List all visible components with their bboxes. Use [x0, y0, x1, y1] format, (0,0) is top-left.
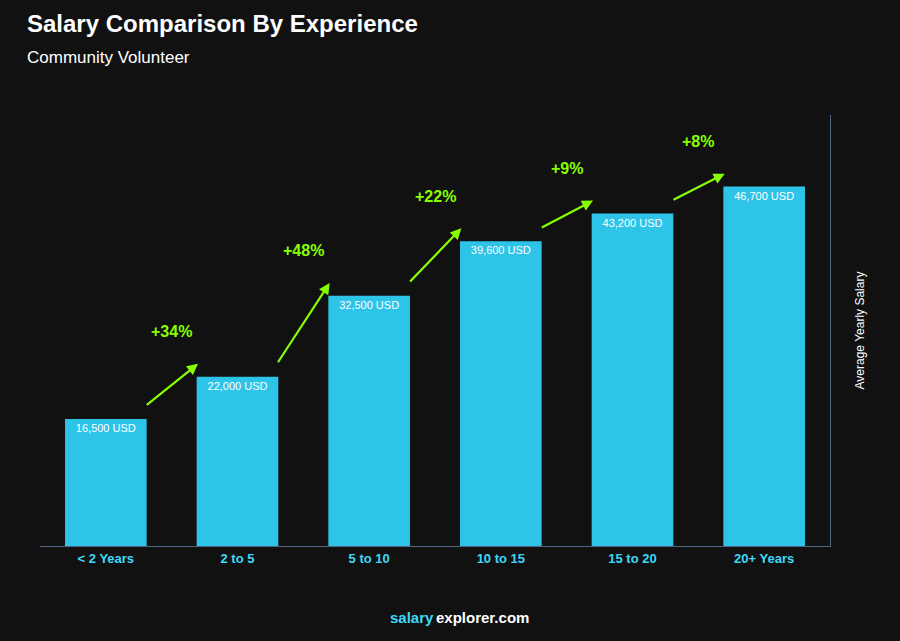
- svg-text:5 to 10: 5 to 10: [349, 551, 390, 566]
- svg-text:39,600 USD: 39,600 USD: [471, 244, 531, 256]
- svg-text:+22%: +22%: [415, 188, 456, 205]
- svg-text:Average Yearly Salary: Average Yearly Salary: [853, 272, 867, 390]
- svg-text:explorer.com: explorer.com: [436, 609, 529, 626]
- svg-text:22,000 USD: 22,000 USD: [208, 380, 268, 392]
- svg-text:46,700 USD: 46,700 USD: [734, 190, 794, 202]
- svg-text:15 to 20: 15 to 20: [608, 551, 656, 566]
- svg-text:32,500 USD: 32,500 USD: [339, 299, 399, 311]
- svg-text:+34%: +34%: [151, 323, 192, 340]
- svg-text:< 2 Years: < 2 Years: [78, 551, 135, 566]
- svg-text:+9%: +9%: [551, 160, 583, 177]
- svg-text:salary: salary: [390, 609, 434, 626]
- svg-text:16,500 USD: 16,500 USD: [76, 422, 136, 434]
- svg-text:43,200 USD: 43,200 USD: [603, 217, 663, 229]
- svg-text:+48%: +48%: [283, 242, 324, 259]
- svg-text:10 to 15: 10 to 15: [477, 551, 525, 566]
- svg-text:Salary Comparison By Experienc: Salary Comparison By ExperienceCommunity…: [27, 10, 418, 67]
- svg-text:20+ Years: 20+ Years: [734, 551, 794, 566]
- svg-text:2 to 5: 2 to 5: [221, 551, 255, 566]
- svg-text:+8%: +8%: [682, 133, 714, 150]
